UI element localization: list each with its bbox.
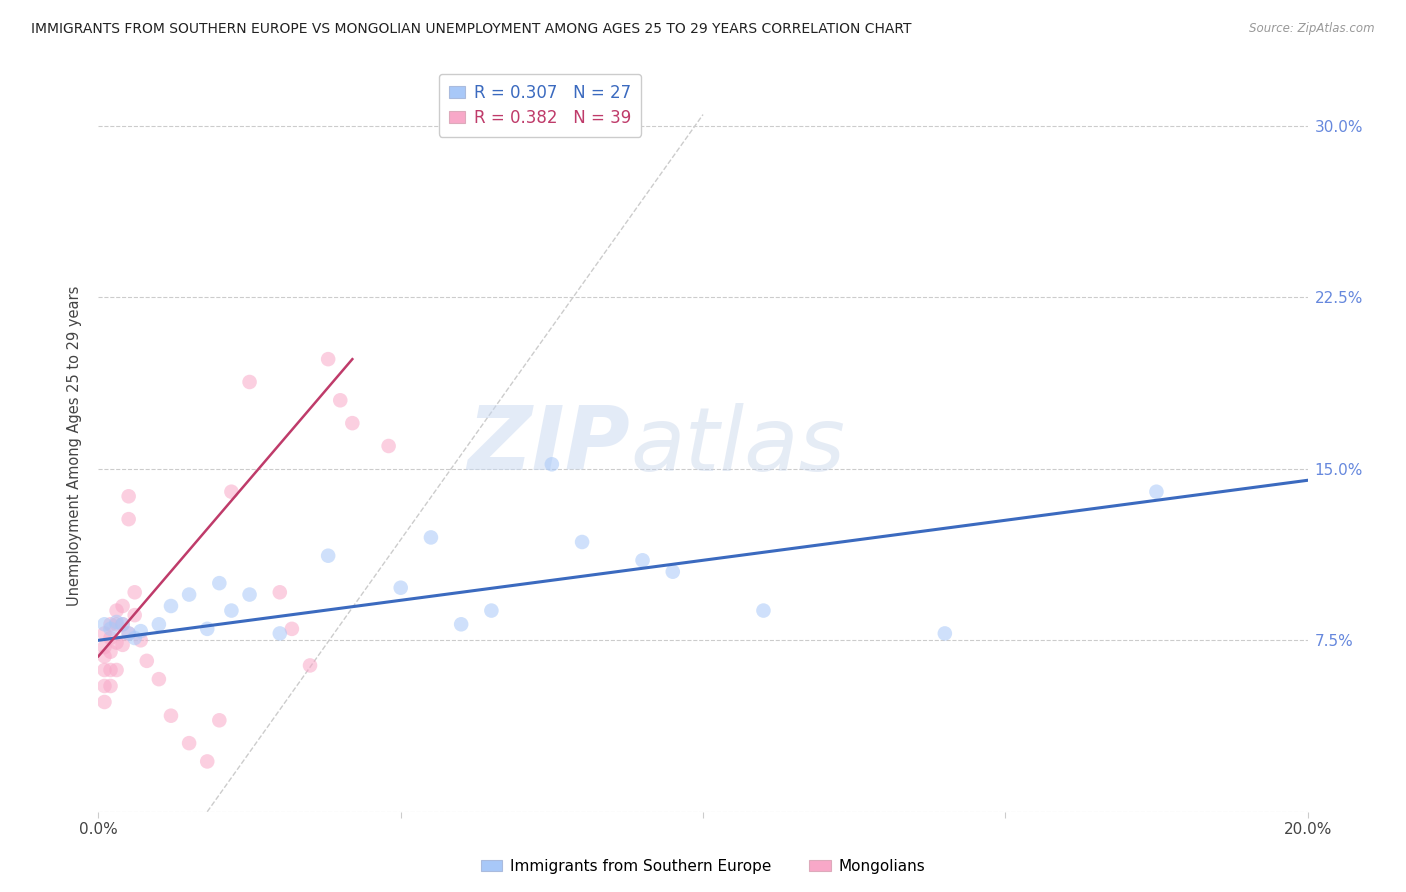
Point xyxy=(105,635,128,649)
Point xyxy=(571,535,593,549)
Point xyxy=(105,663,128,677)
Text: ZIP: ZIP xyxy=(468,402,630,490)
Point xyxy=(93,640,115,655)
Text: Source: ZipAtlas.com: Source: ZipAtlas.com xyxy=(1250,22,1375,36)
Point xyxy=(377,439,399,453)
Point xyxy=(631,553,654,567)
Point xyxy=(93,626,115,640)
Point xyxy=(661,565,683,579)
Legend: R = 0.307   N = 27, R = 0.382   N = 39: R = 0.307 N = 27, R = 0.382 N = 39 xyxy=(439,74,641,136)
Point xyxy=(93,695,115,709)
Point xyxy=(100,679,122,693)
Point xyxy=(111,638,134,652)
Point xyxy=(179,588,201,602)
Point xyxy=(135,654,157,668)
Point xyxy=(239,375,262,389)
Point xyxy=(105,615,128,629)
Point xyxy=(481,604,503,618)
Point xyxy=(100,617,122,632)
Point xyxy=(195,622,218,636)
Point xyxy=(1144,484,1167,499)
Point xyxy=(105,604,128,618)
Point xyxy=(342,416,364,430)
Point xyxy=(129,633,152,648)
Legend: Immigrants from Southern Europe, Mongolians: Immigrants from Southern Europe, Mongoli… xyxy=(475,853,931,880)
Y-axis label: Unemployment Among Ages 25 to 29 years: Unemployment Among Ages 25 to 29 years xyxy=(67,285,83,607)
Point xyxy=(269,626,291,640)
Point xyxy=(124,585,146,599)
Point xyxy=(111,599,134,613)
Point xyxy=(148,672,170,686)
Point xyxy=(93,663,115,677)
Point xyxy=(420,530,443,544)
Point xyxy=(118,489,141,503)
Point xyxy=(281,622,304,636)
Point xyxy=(100,622,122,636)
Point xyxy=(239,588,262,602)
Point xyxy=(93,649,115,664)
Point xyxy=(208,714,231,728)
Point xyxy=(100,631,122,645)
Point xyxy=(195,755,218,769)
Point xyxy=(540,458,562,472)
Point xyxy=(111,617,134,632)
Point xyxy=(93,679,115,693)
Point xyxy=(124,631,146,645)
Point xyxy=(450,617,472,632)
Point xyxy=(221,484,243,499)
Point xyxy=(124,608,146,623)
Point xyxy=(299,658,322,673)
Point xyxy=(221,604,243,618)
Point xyxy=(129,624,152,639)
Point xyxy=(93,617,115,632)
Point xyxy=(100,663,122,677)
Point xyxy=(179,736,201,750)
Point xyxy=(105,617,128,632)
Point xyxy=(160,599,183,613)
Point xyxy=(100,645,122,659)
Point xyxy=(752,604,775,618)
Point xyxy=(118,626,141,640)
Point xyxy=(934,626,956,640)
Text: IMMIGRANTS FROM SOUTHERN EUROPE VS MONGOLIAN UNEMPLOYMENT AMONG AGES 25 TO 29 YE: IMMIGRANTS FROM SOUTHERN EUROPE VS MONGO… xyxy=(31,22,911,37)
Point xyxy=(316,549,339,563)
Point xyxy=(111,617,134,632)
Point xyxy=(316,352,339,367)
Point xyxy=(208,576,231,591)
Point xyxy=(148,617,170,632)
Text: atlas: atlas xyxy=(630,403,845,489)
Point xyxy=(329,393,352,408)
Point xyxy=(118,626,141,640)
Point xyxy=(389,581,412,595)
Point xyxy=(269,585,291,599)
Point xyxy=(118,512,141,526)
Point xyxy=(160,708,183,723)
